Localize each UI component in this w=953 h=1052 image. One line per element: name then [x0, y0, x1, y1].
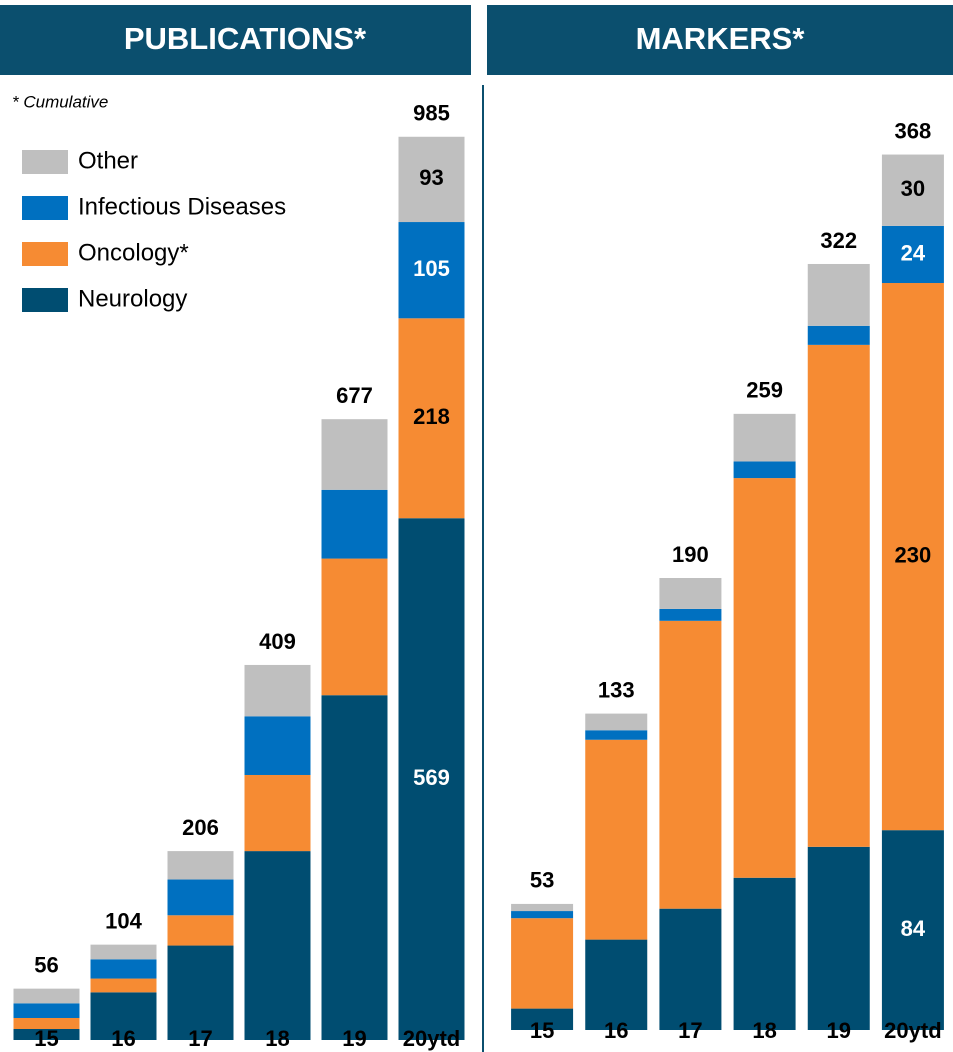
data-label: 84: [901, 916, 926, 941]
bar-segment: [511, 918, 574, 1009]
x-tick-label: 18: [265, 1026, 289, 1051]
bar-segment: [585, 713, 648, 731]
bar-segment: [511, 1008, 574, 1030]
total-label: 53: [530, 868, 554, 893]
bar-segment: [167, 915, 234, 946]
bar-segment: [167, 879, 234, 916]
bar-segment: [733, 461, 796, 479]
bar-segment: [659, 908, 722, 1030]
data-label: 230: [895, 542, 932, 567]
bar-segment: [398, 318, 465, 519]
bar-segment: [585, 939, 648, 1030]
total-label: 368: [895, 118, 932, 143]
bar-segment: [13, 1028, 80, 1040]
bar-segment: [585, 730, 648, 740]
total-label: 259: [746, 378, 783, 403]
annotation: * Cumulative: [12, 92, 108, 111]
data-label: 24: [901, 240, 926, 265]
bar-segment: [881, 154, 944, 226]
bar-segment: [13, 988, 80, 1004]
legend-label: Infectious Diseases: [78, 193, 286, 220]
legend-swatch: [22, 150, 68, 174]
bar-segment: [90, 978, 157, 993]
total-label: 104: [105, 908, 142, 933]
bar-segment: [244, 774, 311, 852]
x-tick-label: 17: [678, 1018, 702, 1043]
data-label: 218: [413, 404, 450, 429]
bar-segment: [881, 830, 944, 1030]
header-bg: [487, 5, 953, 75]
bar-segment: [321, 419, 388, 490]
x-tick-label: 15: [34, 1026, 58, 1051]
bar-segment: [398, 222, 465, 319]
x-tick-label: 17: [188, 1026, 212, 1051]
bar-segment: [167, 851, 234, 880]
total-label: 322: [820, 228, 857, 253]
legend-label: Neurology: [78, 285, 187, 312]
bar-segment: [659, 608, 722, 621]
x-tick-label: 20ytd: [403, 1026, 460, 1051]
x-tick-label: 16: [604, 1018, 628, 1043]
chart-title: MARKERS*: [636, 21, 806, 56]
bar-segment: [807, 263, 870, 326]
x-tick-label: 19: [827, 1018, 851, 1043]
legend-swatch: [22, 288, 68, 312]
bar-segment: [167, 945, 234, 1040]
bar-segment: [881, 225, 944, 284]
legend-swatch: [22, 196, 68, 220]
data-label: 30: [901, 176, 925, 201]
header-bg: [0, 5, 471, 75]
x-tick-label: 16: [111, 1026, 135, 1051]
bar-segment: [13, 1003, 80, 1018]
bar-segment: [807, 325, 870, 345]
total-label: 56: [34, 952, 58, 977]
bar-segment: [321, 695, 388, 1040]
bar-segment: [398, 136, 465, 223]
bar-segment: [511, 911, 574, 919]
bar-segment: [90, 959, 157, 979]
bar-segment: [244, 851, 311, 1040]
legend-label: Other: [78, 147, 138, 174]
bar-segment: [659, 620, 722, 909]
bar-segment: [807, 846, 870, 1030]
bar-segment: [511, 903, 574, 912]
total-label: 985: [413, 101, 450, 126]
bar-segment: [659, 578, 722, 609]
data-label: 93: [419, 165, 443, 190]
bar-segment: [585, 739, 648, 940]
bar-segment: [13, 1017, 80, 1029]
total-label: 206: [182, 815, 219, 840]
bar-segment: [90, 944, 157, 960]
legend-label: Oncology*: [78, 239, 189, 266]
bar-segment: [733, 413, 796, 462]
bar-segment: [881, 283, 944, 831]
bar-segment: [244, 664, 311, 717]
data-label: 105: [413, 256, 450, 281]
chart-title: PUBLICATIONS*: [124, 21, 367, 56]
x-tick-label: 20ytd: [884, 1018, 941, 1043]
bar-segment: [807, 344, 870, 847]
bar-segment: [733, 877, 796, 1030]
total-label: 190: [672, 542, 709, 567]
x-tick-label: 18: [752, 1018, 776, 1043]
legend-swatch: [22, 242, 68, 266]
total-label: 133: [598, 677, 635, 702]
x-tick-label: 19: [342, 1026, 366, 1051]
bar-segment: [398, 518, 465, 1040]
bar-segment: [90, 992, 157, 1040]
total-label: 409: [259, 629, 296, 654]
bar-segment: [321, 489, 388, 559]
bar-segment: [733, 478, 796, 878]
total-label: 677: [336, 383, 373, 408]
bar-segment: [244, 716, 311, 775]
data-label: 569: [413, 765, 450, 790]
bar-segment: [321, 558, 388, 696]
x-tick-label: 15: [530, 1018, 554, 1043]
